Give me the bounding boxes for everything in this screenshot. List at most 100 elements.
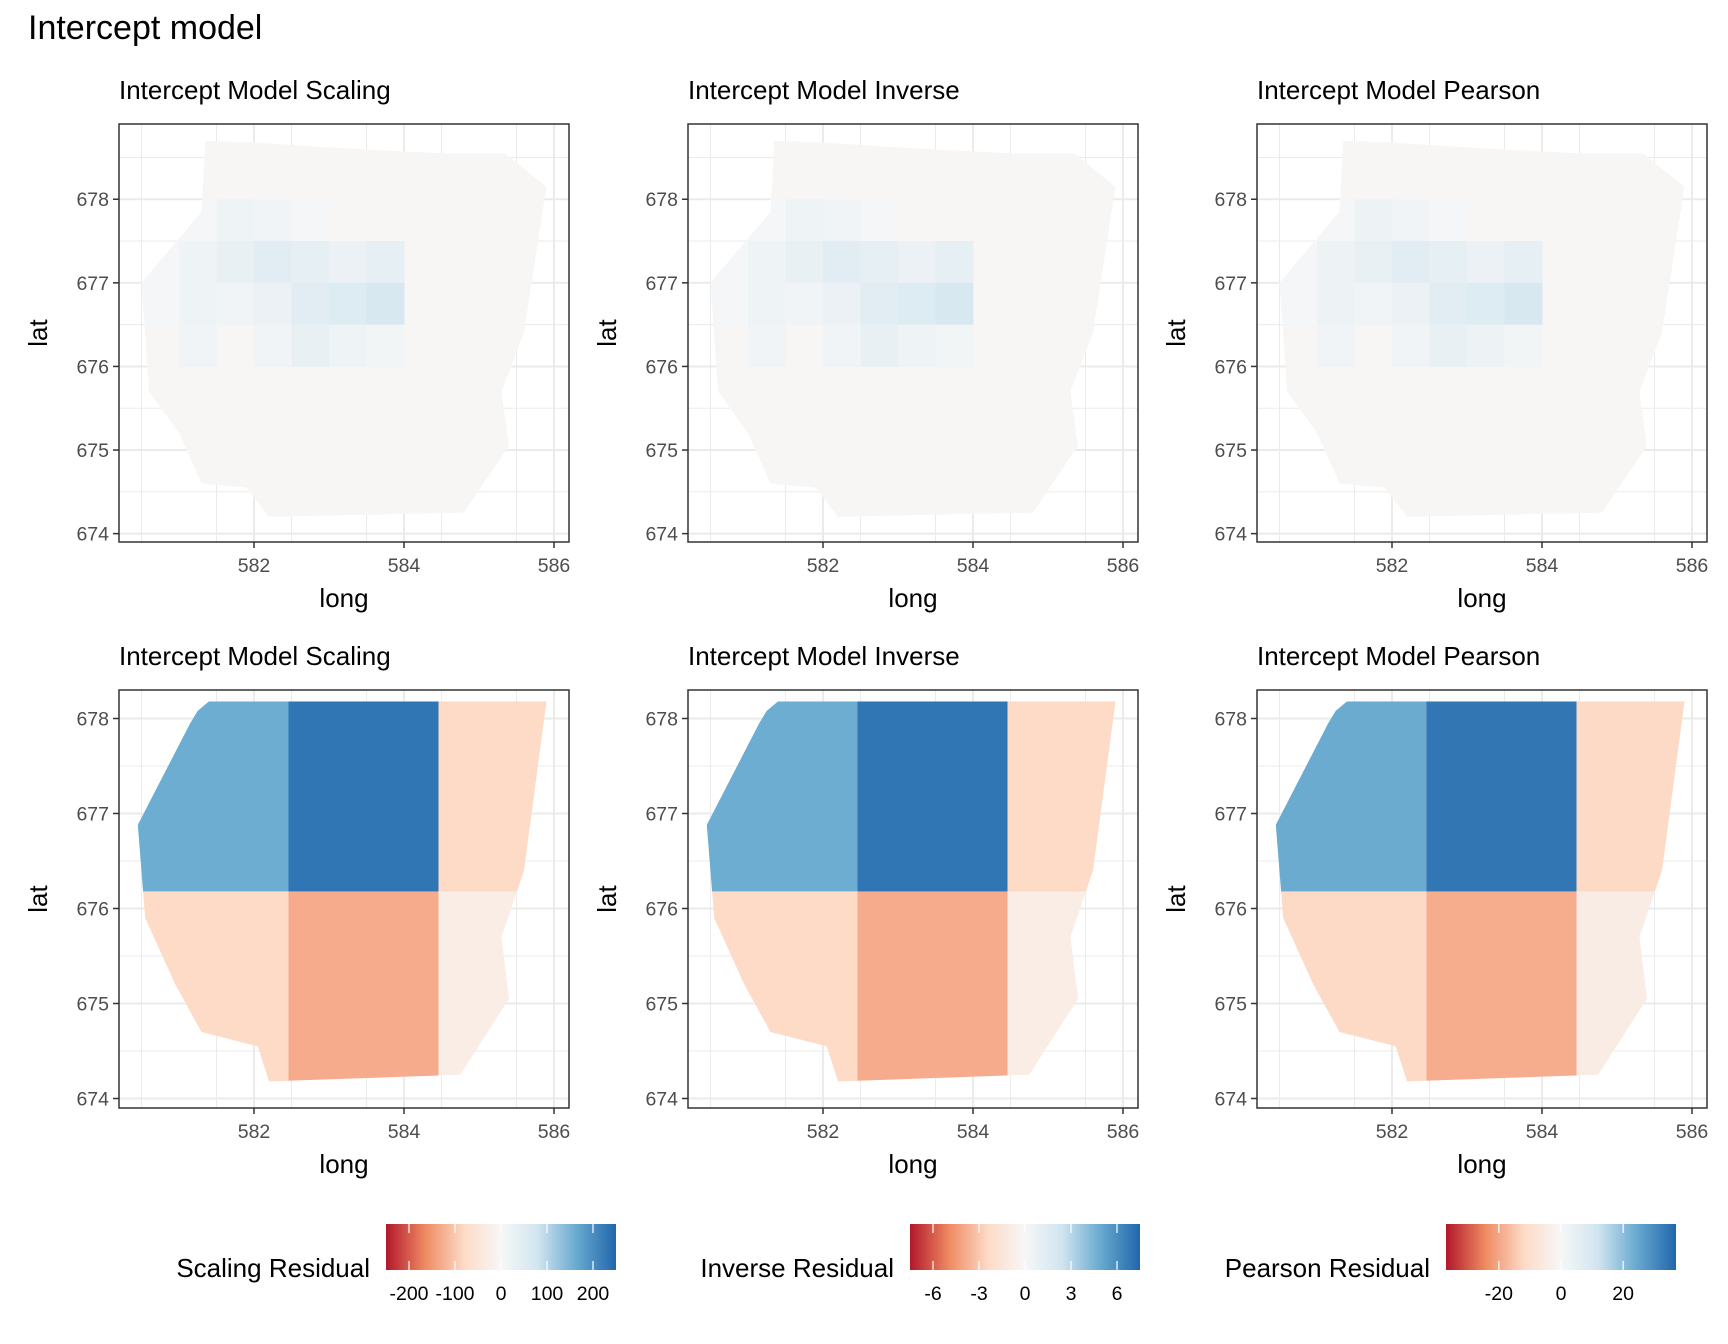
y-tick-label: 675: [76, 994, 109, 1016]
y-tick-label: 676: [645, 356, 678, 378]
legend-title: Scaling Residual: [176, 1253, 370, 1283]
colorbar-tick-label: 0: [1556, 1283, 1567, 1305]
colorbar-tick-label: 20: [1612, 1283, 1634, 1305]
heatmap-cell: [857, 891, 1008, 1082]
panel-2: 582 584 586 674 675 676 677 678 Intercept Model …: [592, 75, 1139, 613]
colorbar-legend-2: Inverse Residual -6 -3 0 3 6: [700, 1224, 1140, 1305]
heatmap-cell: [1426, 701, 1577, 892]
heatmap-cell: [1317, 241, 1355, 284]
page-title: Intercept model: [28, 9, 262, 47]
colorbar-tick-label: -6: [924, 1283, 941, 1305]
heatmap-cell: [254, 199, 292, 242]
colorbar-tick-label: -100: [435, 1283, 474, 1305]
y-tick-label: 674: [645, 524, 678, 546]
heatmap-cell: [857, 701, 1008, 892]
heatmap-cell: [1429, 199, 1468, 242]
heatmap-cell: [1429, 324, 1468, 367]
y-tick-label: 675: [1214, 440, 1247, 462]
x-axis-label: long: [888, 1149, 937, 1179]
heatmap-cell: [288, 701, 439, 892]
heatmap-cell: [1354, 282, 1393, 326]
heatmap-cell: [748, 241, 786, 284]
y-tick-label: 678: [645, 709, 678, 731]
x-tick-label: 584: [957, 555, 990, 577]
y-tick-label: 675: [645, 440, 678, 462]
y-tick-label: 676: [76, 899, 109, 921]
y-tick-label: 677: [1214, 804, 1247, 826]
y-tick-label: 675: [1214, 994, 1247, 1016]
heatmap-cell: [329, 324, 367, 367]
heatmap-layer: [1275, 701, 1685, 1082]
colorbar-tick-label: 3: [1066, 1283, 1077, 1305]
x-tick-label: 582: [238, 555, 271, 577]
heatmap-cell: [748, 282, 786, 326]
y-tick-label: 678: [1214, 189, 1247, 211]
x-axis-label: long: [319, 1149, 368, 1179]
heatmap-cell: [710, 282, 749, 326]
heatmap-cell: [254, 241, 292, 284]
heatmap-cell: [1354, 241, 1393, 284]
panel-border: [687, 689, 1139, 1109]
heatmap-cell: [291, 199, 330, 242]
heatmap-cell: [1504, 324, 1543, 367]
colorbar-tick-label: -3: [970, 1283, 987, 1305]
y-tick-label: 674: [645, 1089, 678, 1111]
x-tick-label: 582: [1376, 555, 1409, 577]
panel-title: Intercept Model Pearson: [1257, 75, 1540, 105]
x-tick-label: 584: [957, 1121, 990, 1143]
colorbar-tick-label: 6: [1112, 1283, 1123, 1305]
colorbar-tick-label: 0: [496, 1283, 507, 1305]
panel-1: 582 584 586 674 675 676 677 678 Intercept Model …: [23, 75, 570, 613]
heatmap-cell: [1392, 324, 1430, 367]
colorbar-legend-3: Pearson Residual -20 0 20: [1225, 1224, 1676, 1305]
y-tick-label: 678: [1214, 709, 1247, 731]
heatmap-cell: [1429, 282, 1468, 326]
heatmap-cell: [1504, 282, 1543, 326]
panel-border: [1256, 689, 1708, 1109]
heatmap-cell: [291, 324, 330, 367]
heatmap-cell: [1317, 282, 1355, 326]
y-tick-label: 675: [76, 440, 109, 462]
legend-title: Inverse Residual: [700, 1253, 894, 1283]
y-tick-label: 677: [76, 804, 109, 826]
heatmap-cell: [1317, 324, 1355, 367]
x-tick-label: 586: [538, 555, 571, 577]
y-axis-label: lat: [1161, 318, 1191, 346]
y-tick-label: 676: [76, 356, 109, 378]
heatmap-cell: [1504, 241, 1543, 284]
y-axis-label: lat: [592, 318, 622, 346]
heatmap-cell: [254, 282, 292, 326]
heatmap-layer: [141, 140, 547, 517]
x-axis-label: long: [1457, 583, 1506, 613]
colorbar-tick-label: -200: [389, 1283, 428, 1305]
heatmap-cell: [288, 891, 439, 1082]
panel-title: Intercept Model Inverse: [688, 641, 960, 671]
y-tick-label: 678: [76, 189, 109, 211]
heatmap-cell: [823, 199, 861, 242]
heatmap-cell: [366, 324, 405, 367]
panel-title: Intercept Model Inverse: [688, 75, 960, 105]
heatmap-cell: [785, 241, 824, 284]
heatmap-cell: [1467, 324, 1505, 367]
y-tick-label: 674: [1214, 1089, 1247, 1111]
heatmap-cell: [1467, 282, 1505, 326]
y-tick-label: 674: [76, 524, 109, 546]
panel-4: 582 584 586 674 675 676 677 678 Intercept Model …: [23, 641, 570, 1179]
heatmap-cell: [898, 324, 936, 367]
heatmap-layer: [1279, 140, 1685, 517]
heatmap-cell: [179, 324, 217, 367]
y-tick-label: 674: [1214, 524, 1247, 546]
y-tick-label: 676: [645, 899, 678, 921]
heatmap-cell: [860, 241, 899, 284]
colorbar-tick-label: 100: [531, 1283, 564, 1305]
x-tick-label: 584: [1526, 555, 1559, 577]
heatmap-cell: [935, 324, 974, 367]
x-tick-label: 586: [1107, 555, 1140, 577]
colorbar-tick-label: 0: [1020, 1283, 1031, 1305]
heatmap-cell: [366, 282, 405, 326]
heatmap-cell: [329, 241, 367, 284]
x-axis-label: long: [319, 583, 368, 613]
y-axis-label: lat: [592, 884, 622, 912]
